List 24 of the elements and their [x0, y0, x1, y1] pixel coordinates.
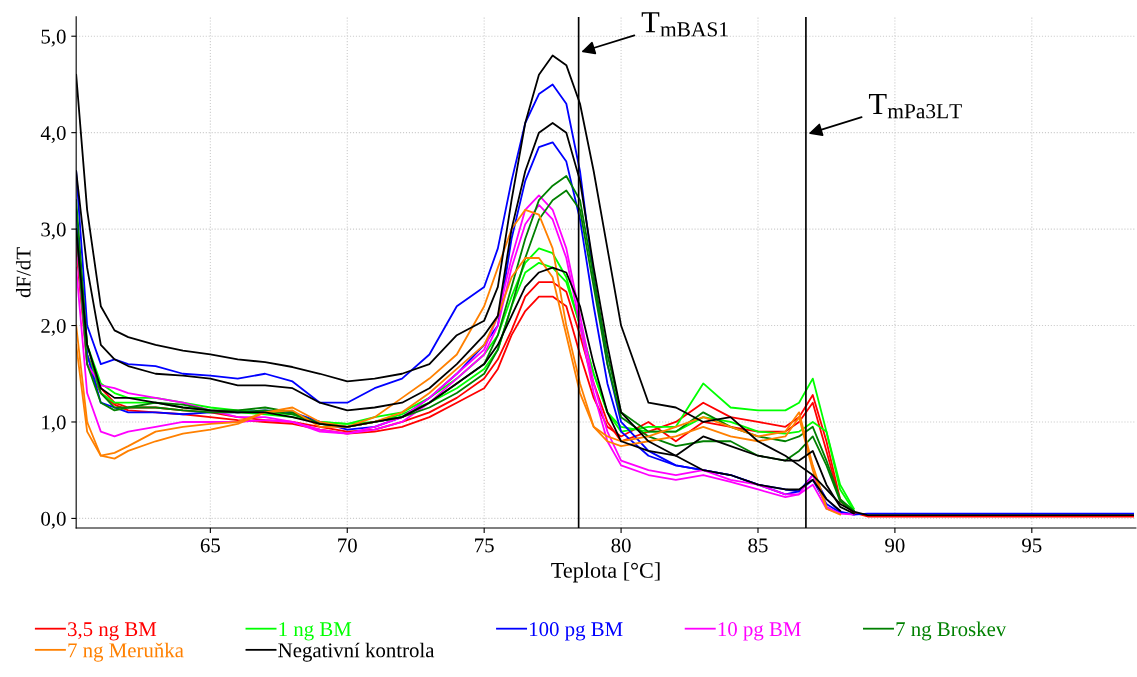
- legend-label: 10 pg BM: [718, 622, 801, 641]
- y-tick-label: 4,0: [40, 126, 66, 144]
- x-tick-label: 90: [885, 538, 905, 553]
- y-tick-label: 1,0: [42, 415, 66, 433]
- y-tick-label: 0,0: [41, 511, 66, 529]
- legend-label: 7 ng Broskev: [896, 621, 1007, 641]
- x-tick-label: 75: [475, 538, 494, 553]
- y-tick-label: 2,0: [41, 318, 66, 336]
- x-tick-label: 65: [200, 538, 220, 553]
- x-axis-title: Teplota [°C]: [551, 562, 660, 583]
- y-tick-label: 3,0: [41, 222, 66, 240]
- ref-line-label: T$_{mPa3LT}$: [868, 93, 962, 119]
- legend-label: 1 ng BM: [279, 622, 352, 641]
- x-tick-label: 95: [1022, 538, 1042, 553]
- y-tick-label: 5,0: [41, 29, 66, 47]
- x-tick-label: 70: [338, 538, 357, 553]
- legend-label: 100 pg BM: [530, 622, 623, 641]
- ref-line-label: T$_{mBAS1}$: [641, 12, 728, 37]
- y-axis-title: dF/dT: [15, 247, 31, 298]
- x-tick-label: 80: [611, 538, 631, 553]
- x-tick-label: 85: [748, 538, 768, 553]
- legend-label: 7 ng Meruňka: [68, 642, 184, 662]
- legend-label: Negativní kontrola: [278, 642, 435, 662]
- legend-label: 3,5 ng BM: [68, 622, 157, 641]
